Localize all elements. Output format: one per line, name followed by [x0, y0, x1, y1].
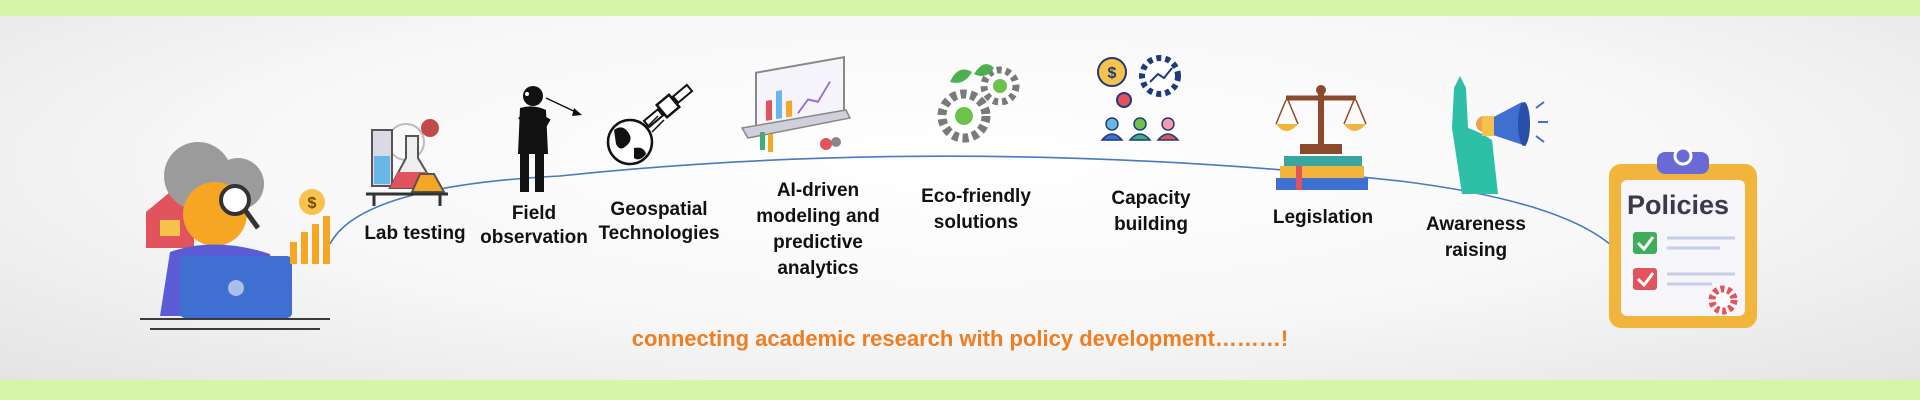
step-label-capacity-building: Capacity building — [1111, 188, 1191, 235]
researcher-magnifier-icon: $ — [140, 142, 330, 330]
team-growth-icon: $ — [1097, 55, 1181, 141]
lab-flasks-icon — [366, 119, 448, 206]
clipboard-checklist-icon: Policies — [1609, 146, 1757, 328]
eco-gears-icon — [937, 64, 1020, 143]
step-label-field-observation: Field observation — [480, 203, 588, 248]
laptop-analytics-icon — [740, 56, 852, 152]
step-label-awareness: Awareness raising — [1426, 214, 1526, 261]
svg-text:$: $ — [1108, 65, 1117, 82]
tagline: connecting academic research with policy… — [631, 326, 1289, 351]
step-label-legislation: Legislation — [1272, 207, 1374, 228]
satellite-globe-icon — [606, 83, 694, 166]
step-label-ai-modeling: AI-driven modeling and predictive analyt… — [756, 180, 880, 279]
observer-person-icon — [518, 86, 582, 192]
infographic-panel: $ — [0, 16, 1920, 380]
scales-books-icon — [1275, 85, 1368, 190]
svg-text:$: $ — [308, 195, 317, 212]
step-label-geospatial: Geospatial Technologies — [598, 199, 720, 244]
infographic-artwork: $ — [140, 55, 1757, 330]
policies-title: Policies — [1627, 190, 1729, 220]
step-label-lab-testing: Lab testing — [364, 223, 466, 244]
megaphone-icon — [1452, 76, 1548, 194]
step-label-eco-friendly: Eco-friendly solutions — [921, 186, 1031, 233]
